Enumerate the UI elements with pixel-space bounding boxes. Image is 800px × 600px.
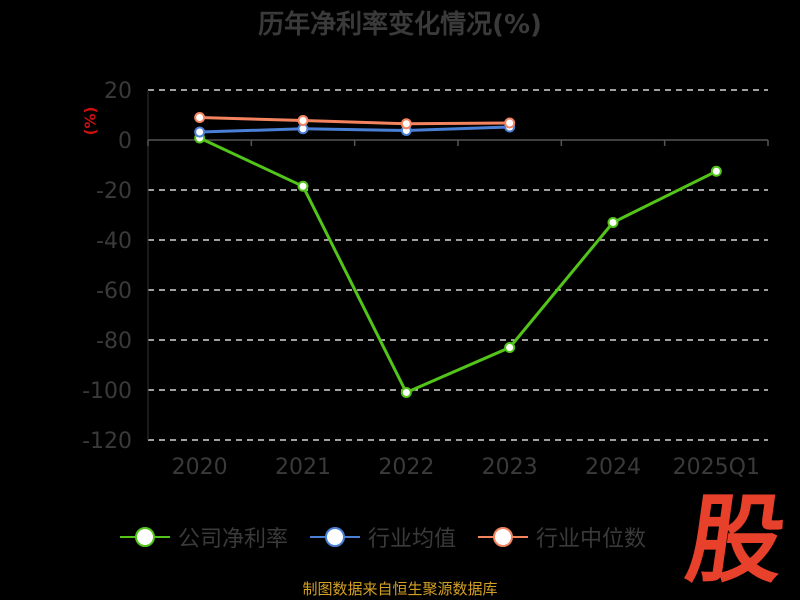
legend-item-company[interactable]: 公司净利率 — [120, 521, 288, 553]
x-tick-label: 2025Q1 — [673, 455, 760, 480]
x-tick-label: 2022 — [378, 455, 434, 480]
series-line — [199, 136, 717, 394]
chart-legend: 公司净利率 行业均值 行业中位数 — [120, 520, 646, 554]
y-tick-label: -80 — [96, 329, 132, 354]
legend-label-industry-median: 行业中位数 — [536, 527, 647, 552]
x-tick-label: 2023 — [482, 455, 538, 480]
series-line — [199, 125, 510, 134]
legend-item-industry-median[interactable]: 行业中位数 — [478, 521, 646, 553]
legend-marker-company — [120, 527, 170, 547]
data-point — [504, 342, 516, 353]
y-tick-label: 20 — [104, 79, 132, 104]
legend-label-industry-avg: 行业均值 — [368, 527, 457, 552]
data-point — [607, 217, 619, 228]
y-tick-label: -20 — [96, 179, 132, 204]
y-tick-label: 0 — [118, 129, 132, 154]
y-tick-label: -120 — [82, 429, 132, 454]
series-line — [199, 116, 510, 126]
y-tick-label: -40 — [96, 229, 132, 254]
data-point — [194, 126, 206, 138]
data-point — [297, 115, 309, 126]
y-tick-label: -100 — [82, 379, 132, 404]
data-point — [710, 165, 722, 177]
data-point — [194, 112, 206, 123]
data-point — [297, 180, 309, 192]
x-tick-label: 2021 — [275, 455, 331, 480]
legend-item-industry-avg[interactable]: 行业均值 — [310, 521, 456, 553]
legend-marker-industry-median — [478, 527, 529, 547]
line-chart: 20 0 -20 -40 -60 -80 -100 -120 2020 2021 2022 2023 2… — [82, 79, 769, 480]
data-point — [400, 118, 412, 130]
y-tick-label: -60 — [96, 279, 132, 304]
data-point — [504, 117, 516, 129]
data-source-note: 制图数据来自恒生聚源数据库 — [302, 580, 498, 598]
data-point — [400, 387, 412, 398]
legend-label-company: 公司净利率 — [178, 527, 289, 552]
brand-logo: 股 — [680, 484, 792, 596]
legend-marker-industry-avg — [310, 527, 361, 547]
x-tick-label: 2024 — [585, 455, 641, 480]
x-tick-label: 2020 — [172, 455, 228, 480]
chart-title: 历年净利率变化情况(%) — [258, 10, 542, 40]
